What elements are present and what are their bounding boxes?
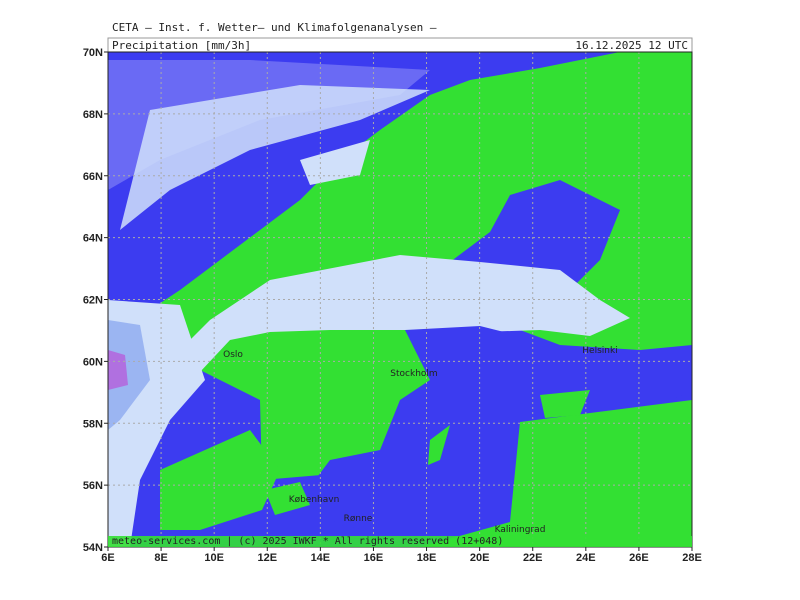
city-label: Stockholm bbox=[390, 369, 437, 379]
lon-label: 26E bbox=[629, 552, 649, 564]
map: meteo-services.com | (c) 2025 IWKF * All… bbox=[83, 47, 702, 564]
lat-label: 68N bbox=[83, 109, 103, 121]
lon-label: 12E bbox=[257, 552, 277, 564]
lat-label: 56N bbox=[83, 480, 103, 492]
lon-label: 16E bbox=[364, 552, 384, 564]
lat-label: 60N bbox=[83, 356, 103, 368]
city-label: Rønne bbox=[344, 514, 373, 524]
lon-label: 6E bbox=[101, 552, 114, 564]
lon-label: 24E bbox=[576, 552, 596, 564]
city-label: Oslo bbox=[223, 350, 243, 360]
lat-label: 62N bbox=[83, 295, 103, 307]
city-label: København bbox=[289, 495, 340, 505]
lon-label: 14E bbox=[311, 552, 331, 564]
lon-label: 18E bbox=[417, 552, 437, 564]
lon-label: 22E bbox=[523, 552, 543, 564]
lat-label: 54N bbox=[83, 542, 103, 554]
datetime: 16.12.2025 12 UTC bbox=[575, 39, 688, 52]
subtitle: Precipitation [mm/3h] bbox=[112, 39, 251, 52]
lon-label: 10E bbox=[204, 552, 224, 564]
lat-label: 58N bbox=[83, 418, 103, 430]
lon-label: 20E bbox=[470, 552, 490, 564]
lon-label: 8E bbox=[154, 552, 167, 564]
footer: meteo-services.com | (c) 2025 IWKF * All… bbox=[112, 536, 503, 547]
lon-label: 28E bbox=[682, 552, 702, 564]
title: CETA – Inst. f. Wetter– und Klimafolgena… bbox=[112, 21, 437, 34]
city-label: Helsinki bbox=[582, 346, 617, 356]
city-label: Kaliningrad bbox=[495, 525, 546, 535]
lat-label: 66N bbox=[83, 171, 103, 183]
lat-label: 64N bbox=[83, 233, 103, 245]
lat-label: 70N bbox=[83, 47, 103, 59]
